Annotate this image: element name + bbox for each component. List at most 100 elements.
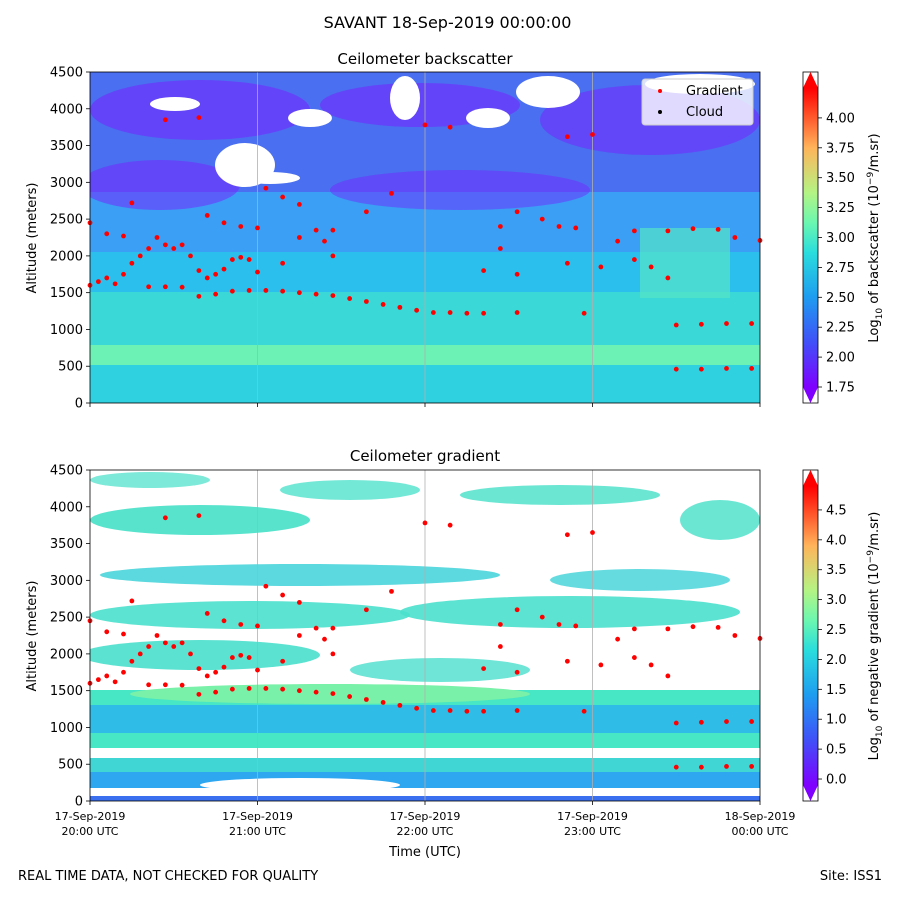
gradient-colorbar [802,469,819,802]
y-tick-label: 1000 [50,721,83,736]
gradient-point [313,227,319,233]
x-tick-label: 20:00 UTC [61,825,118,838]
legend-cloud-label: Cloud [686,105,723,120]
x-tick-label: 00:00 UTC [731,825,788,838]
backscatter-colorbar-label: Log10 of backscatter (10−9/m.sr) [866,133,885,342]
gradient-point [296,290,302,296]
colorbar-tick-label: 2.00 [826,351,855,366]
gradient-point [497,246,503,251]
gradient-point [481,708,487,714]
gradient-point [615,238,621,244]
panel2-ylabel: Altitude (meters) [25,581,40,692]
gradient-point [363,697,369,702]
gradient-point [121,669,126,675]
gradient-point [179,284,185,290]
gradient-point [196,513,202,519]
y-tick-label: 0 [75,397,83,412]
gradient-point [497,224,503,229]
gradient-point [188,253,193,259]
gradient-point [414,307,420,313]
colorbar-tick-label: 2.25 [826,321,855,336]
gradient-point [330,253,336,259]
gradient-point [497,644,503,649]
gradient-point [430,310,436,315]
y-tick-label: 2500 [50,213,83,228]
y-tick-label: 4000 [50,500,83,515]
gradient-point [129,598,135,604]
gradient-point [556,224,562,229]
gradient-point [330,691,336,697]
gradient-point [112,281,118,287]
gradient-point [179,682,185,688]
gradient-point [296,633,302,638]
gradient-point [363,209,369,215]
gradient-point [749,321,755,326]
gradient-point [213,291,219,297]
colorbar-tick-label: 0.0 [826,773,847,788]
gradient-point [263,686,269,691]
gradient-point [196,666,202,671]
gradient-point [255,623,260,629]
y-tick-label: 500 [58,758,83,773]
gradient-point [673,366,679,372]
gradient-point [447,124,453,130]
x-tick-label: 21:00 UTC [229,825,286,838]
gradient-point [380,700,386,705]
gradient-point [246,288,252,293]
gradient-point [104,673,110,679]
x-tick-label: 17-Sep-2019 [55,810,126,823]
gradient-point [590,530,595,535]
gradient-point [129,658,135,664]
gradient-point [749,719,755,724]
gradient-point [121,631,126,637]
gradient-point [162,640,168,646]
gradient-point [414,705,420,711]
quality-disclaimer: REAL TIME DATA, NOT CHECKED FOR QUALITY [18,869,319,884]
y-tick-label: 500 [58,360,83,375]
gradient-point [539,614,545,620]
x-tick-label: 18-Sep-2019 [725,810,796,823]
gradient-point [481,666,487,671]
gradient-point [631,655,637,660]
gradient-point [724,366,729,371]
gradient-point [221,220,227,226]
gradient-point [673,720,679,726]
gradient-point [246,257,252,262]
gradient-point [665,228,671,234]
gradient-point [514,209,520,215]
x-tick-label: 17-Sep-2019 [557,810,628,823]
colorbar-tick-label: 1.0 [826,713,847,728]
gradient-point [95,677,101,683]
gradient-point [447,708,453,713]
gradient-point [129,200,135,206]
gradient-point [196,293,202,299]
gradient-point [95,279,101,285]
gradient-point [422,520,428,526]
gradient-point [255,269,260,275]
gradient-point [104,629,110,635]
gradient-point [539,216,545,222]
legend-gradient-label: Gradient [686,84,743,99]
gradient-point [749,764,755,769]
gradient-point [229,288,235,294]
panel1-title: Ceilometer backscatter [337,50,513,68]
gradient-point [724,321,729,326]
gradient-point [280,194,286,200]
gradient-point [514,607,520,613]
gradient-point [146,682,152,688]
gradient-point [196,115,202,121]
gradient-point [615,636,621,642]
gradient-point [296,235,302,240]
gradient-point [137,253,143,259]
gradient-point [698,321,704,327]
gradient-point [631,257,637,262]
gradient-point [263,583,269,589]
gradient-point [464,310,470,316]
gradient-point [422,122,428,128]
gradient-point [296,688,302,694]
gradient-point [389,588,394,594]
colorbar-tick-label: 4.5 [826,503,847,518]
gradient-point [514,271,520,277]
gradient-point [430,708,436,713]
panel1-ylabel: Altitude (meters) [25,183,40,294]
